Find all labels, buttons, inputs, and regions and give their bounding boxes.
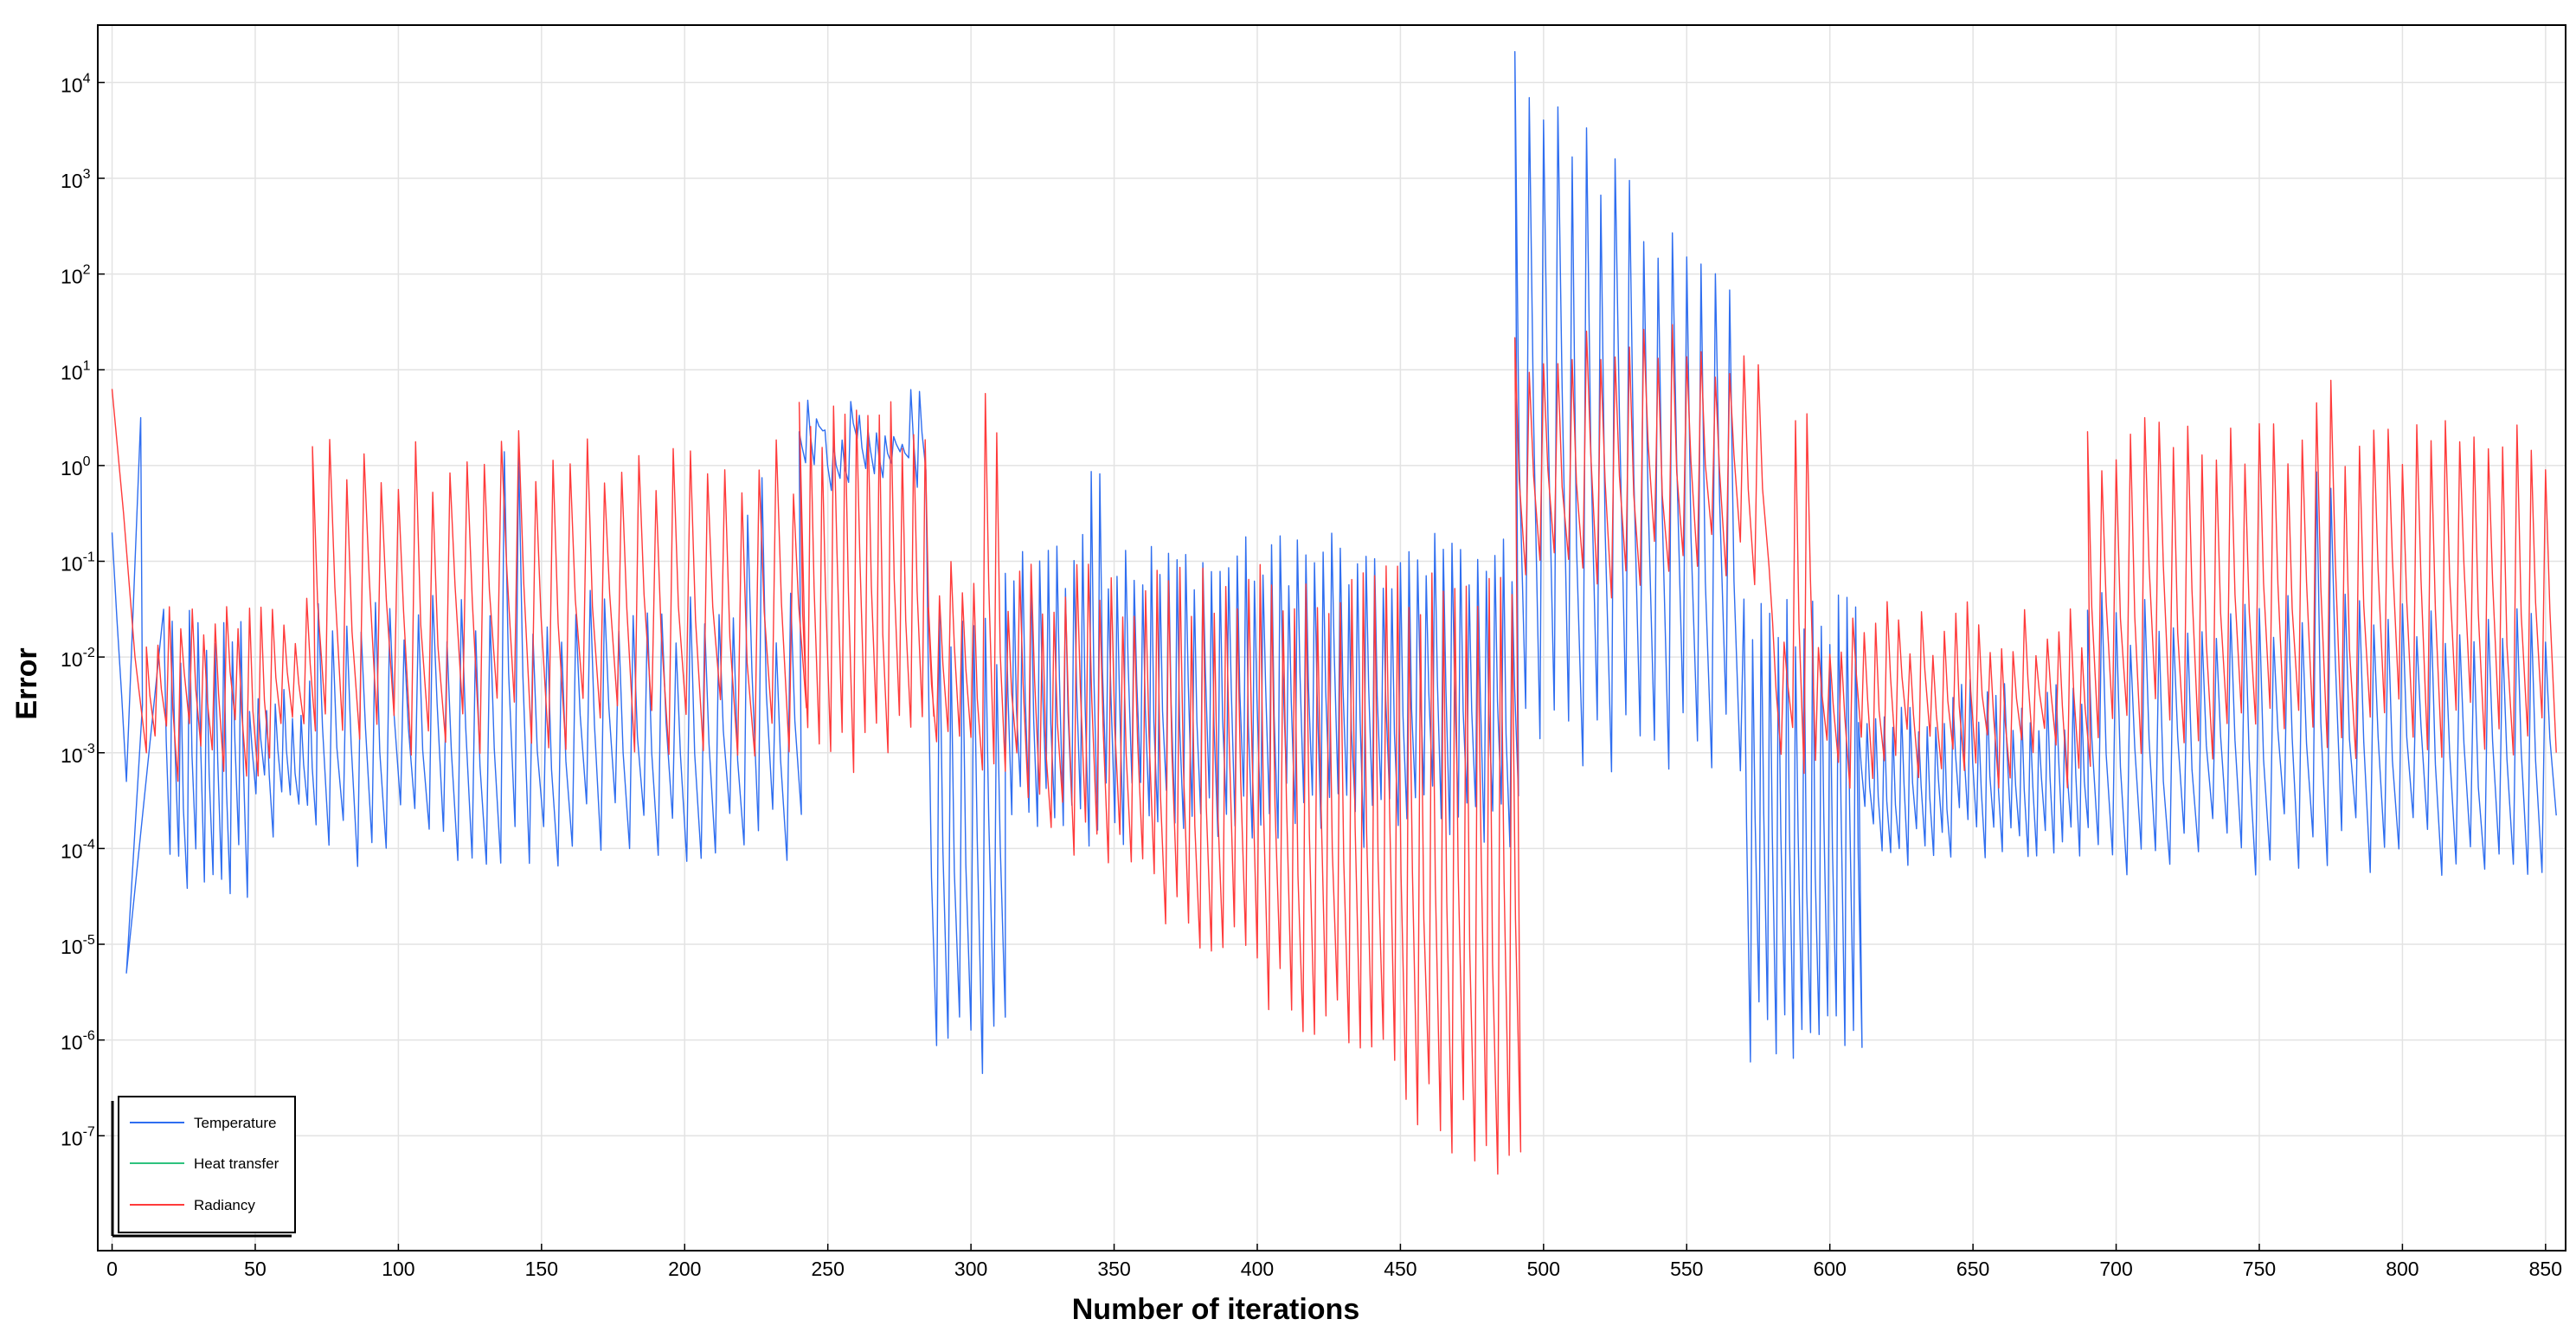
grid bbox=[98, 25, 2566, 1251]
y-tick-label: 102 bbox=[61, 263, 91, 288]
plot-frame bbox=[97, 24, 2566, 1252]
plot-series bbox=[111, 51, 2557, 1175]
legend-label-heat-transfer: Heat transfer bbox=[194, 1155, 279, 1172]
axis-ticks: 0 50 100 150 200 250 300 350 400 450 500 550 600 650 7… bbox=[61, 71, 2562, 1280]
x-tick-label: 550 bbox=[1670, 1258, 1703, 1280]
y-tick-label: 104 bbox=[61, 71, 91, 96]
x-tick-label: 50 bbox=[244, 1258, 267, 1280]
x-tick-label: 350 bbox=[1097, 1258, 1130, 1280]
x-tick-label: 650 bbox=[1956, 1258, 1989, 1280]
y-tick-label: 103 bbox=[61, 167, 91, 192]
legend-label-radiancy: Radiancy bbox=[194, 1197, 255, 1213]
y-tick-label: 10-7 bbox=[61, 1124, 95, 1149]
x-tick-label: 750 bbox=[2243, 1258, 2276, 1280]
y-tick-label: 100 bbox=[61, 454, 91, 479]
x-tick-label: 150 bbox=[525, 1258, 558, 1280]
y-tick-label: 101 bbox=[61, 358, 91, 383]
x-tick-label: 200 bbox=[668, 1258, 701, 1280]
x-tick-label: 100 bbox=[382, 1258, 414, 1280]
x-tick-label: 0 bbox=[106, 1258, 118, 1280]
x-tick-label: 400 bbox=[1241, 1258, 1274, 1280]
y-axis-title: Error bbox=[10, 647, 43, 719]
x-tick-label: 250 bbox=[812, 1258, 845, 1280]
y-tick-label: 10-2 bbox=[61, 646, 95, 671]
y-tick-label: 10-6 bbox=[61, 1029, 95, 1054]
legend-frame bbox=[118, 1096, 296, 1233]
y-tick-label: 10-5 bbox=[61, 933, 95, 958]
x-tick-label: 600 bbox=[1814, 1258, 1847, 1280]
y-tick-label: 10-3 bbox=[61, 742, 95, 767]
legend: Temperature Heat transfer Radiancy bbox=[111, 1096, 296, 1238]
x-tick-label: 850 bbox=[2529, 1258, 2562, 1280]
legend-label-temperature: Temperature bbox=[194, 1115, 276, 1131]
y-tick-label: 10-1 bbox=[61, 550, 95, 576]
series-line-radiancy bbox=[111, 324, 2557, 1175]
x-tick-label: 700 bbox=[2099, 1258, 2132, 1280]
x-tick-label: 800 bbox=[2386, 1258, 2419, 1280]
x-tick-label: 300 bbox=[954, 1258, 987, 1280]
x-tick-label: 450 bbox=[1384, 1258, 1416, 1280]
series-line-temperature bbox=[111, 51, 2557, 1074]
y-tick-label: 10-4 bbox=[61, 837, 95, 862]
x-tick-label: 500 bbox=[1527, 1258, 1560, 1280]
x-axis-title: Number of iterations bbox=[1072, 1293, 1359, 1326]
